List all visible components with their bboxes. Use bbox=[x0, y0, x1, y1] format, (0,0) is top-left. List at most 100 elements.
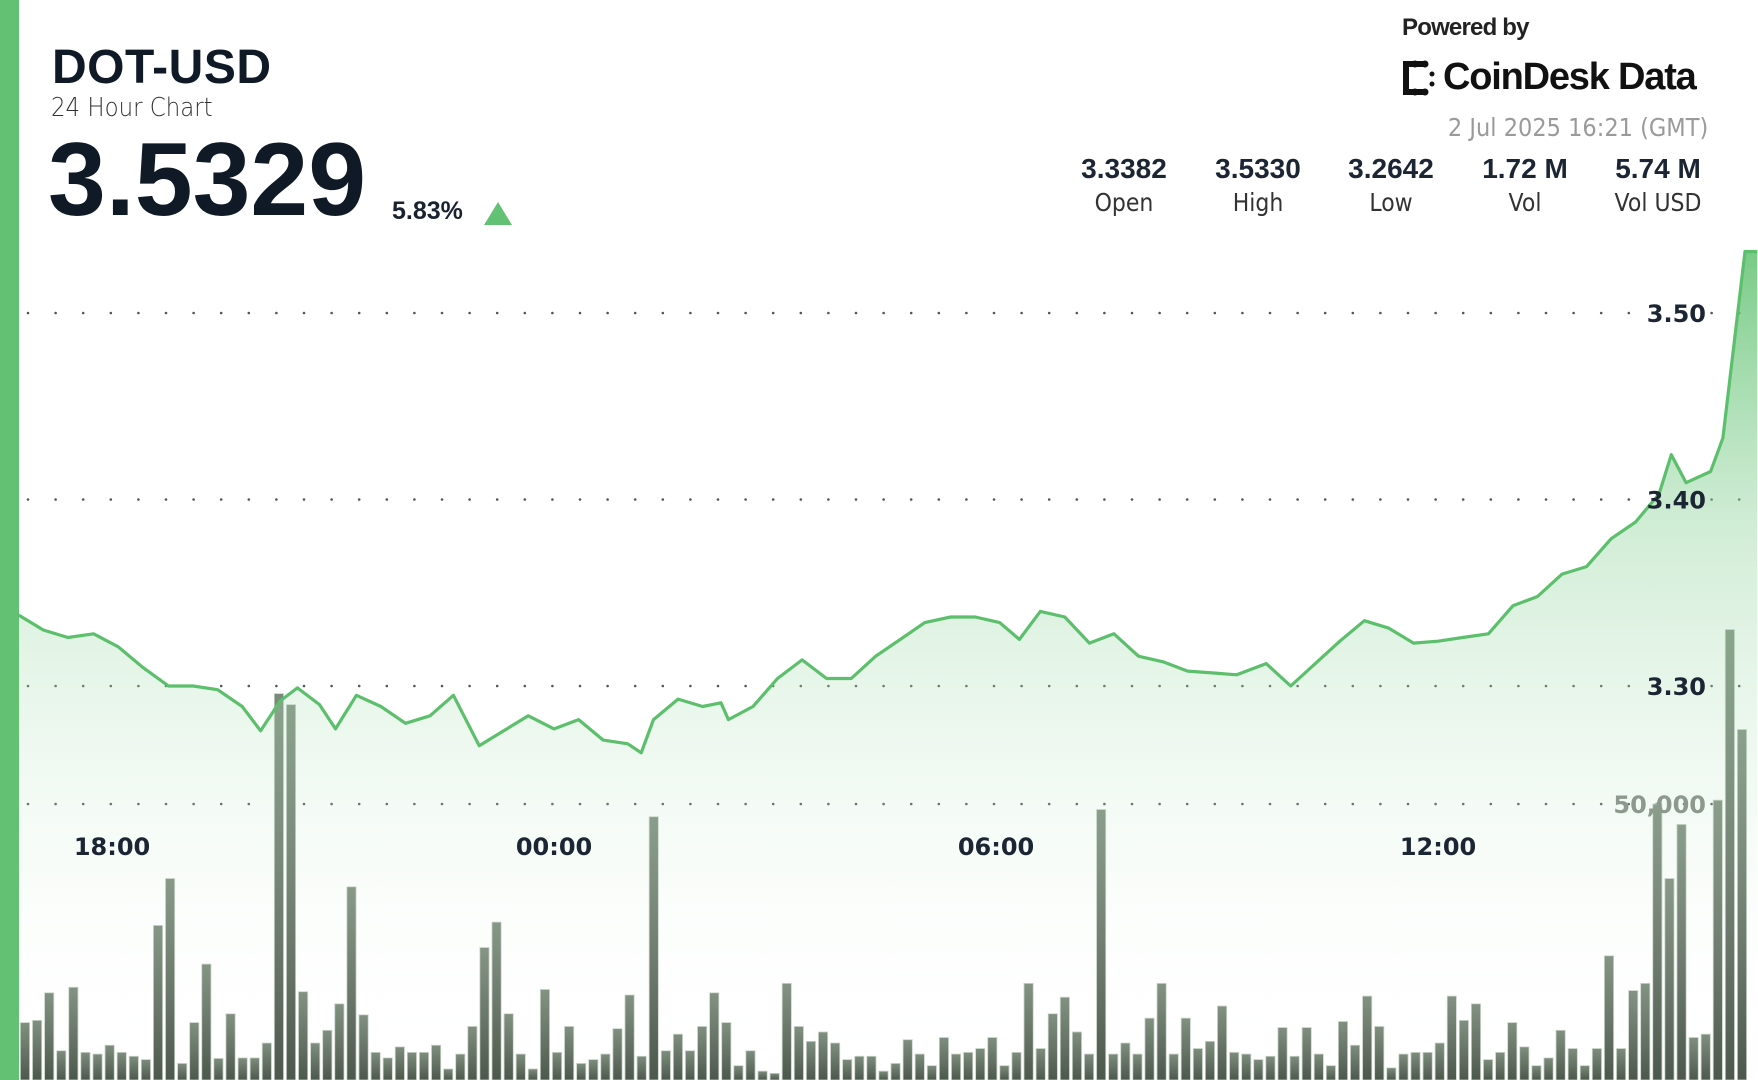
price-line bbox=[17, 249, 1758, 755]
grid-dot bbox=[219, 684, 223, 688]
grid-dot bbox=[137, 311, 140, 315]
grid-dot bbox=[578, 311, 582, 315]
grid-dot bbox=[909, 311, 913, 315]
grid-dot bbox=[219, 311, 223, 315]
grid-dot bbox=[1517, 311, 1520, 315]
grid-dot bbox=[882, 498, 885, 501]
grid-dot bbox=[1627, 311, 1631, 315]
grid-dot bbox=[1489, 498, 1493, 501]
grid-dot bbox=[1682, 311, 1686, 315]
coindesk-logo-icon bbox=[1403, 60, 1435, 95]
grid-dot bbox=[109, 498, 113, 501]
grid-dot bbox=[1655, 311, 1658, 315]
grid-dot bbox=[716, 498, 720, 501]
grid-dot bbox=[440, 311, 444, 315]
stat-high: 3.5330 High bbox=[1193, 152, 1323, 220]
grid-dot bbox=[330, 311, 333, 315]
stat-vol: 1.72 M Vol bbox=[1460, 152, 1590, 220]
grid-dot bbox=[1599, 311, 1603, 315]
grid-dot bbox=[1185, 311, 1189, 315]
grid-dot bbox=[1213, 498, 1217, 501]
grid-dot bbox=[1296, 311, 1299, 315]
grid-dot bbox=[192, 498, 195, 501]
grid-dot bbox=[413, 498, 416, 501]
grid-dot bbox=[1213, 311, 1217, 315]
grid-dot bbox=[1599, 498, 1603, 501]
grid-dot bbox=[1572, 311, 1575, 315]
grid-dot bbox=[937, 498, 941, 501]
grid-dot bbox=[606, 498, 609, 501]
grid-dot bbox=[661, 311, 665, 315]
grid-dot bbox=[771, 498, 775, 501]
grid-dot bbox=[302, 684, 306, 688]
stat-value: 1.72 M bbox=[1482, 153, 1568, 184]
stat-value: 5.74 M bbox=[1615, 153, 1701, 184]
grid-dot bbox=[1517, 498, 1520, 501]
grid-dot bbox=[523, 498, 527, 501]
grid-dot bbox=[1020, 498, 1023, 501]
grid-dot bbox=[771, 311, 775, 315]
grid-dot bbox=[578, 498, 582, 501]
grid-dot bbox=[247, 498, 251, 501]
grid-dot bbox=[81, 311, 85, 315]
grid-dot bbox=[1047, 311, 1051, 315]
grid-dot bbox=[275, 311, 278, 315]
grid-dot bbox=[523, 311, 527, 315]
grid-dot bbox=[799, 498, 803, 501]
stat-value: 3.3382 bbox=[1081, 153, 1167, 184]
grid-dot bbox=[81, 498, 85, 501]
accent-bar bbox=[0, 0, 19, 1080]
grid-dot bbox=[468, 498, 471, 501]
brand-logo: CoinDesk Data bbox=[1401, 56, 1697, 99]
triangle-up-icon bbox=[484, 202, 512, 225]
price-area-fill bbox=[18, 251, 1758, 1080]
grid-dot bbox=[551, 684, 554, 688]
grid-dot bbox=[495, 311, 499, 315]
x-tick-label: 06:00 bbox=[958, 833, 1034, 861]
grid-dot bbox=[1434, 311, 1437, 315]
grid-dot bbox=[1489, 311, 1493, 315]
grid-dot bbox=[1075, 498, 1079, 501]
grid-dot bbox=[799, 311, 803, 315]
grid-dot bbox=[551, 498, 554, 501]
grid-dot bbox=[1075, 311, 1079, 315]
x-tick-label: 12:00 bbox=[1400, 833, 1476, 861]
stat-label: Vol USD bbox=[1614, 188, 1702, 217]
grid-dot bbox=[468, 311, 471, 315]
grid-dot bbox=[164, 311, 168, 315]
grid-dot bbox=[689, 498, 692, 501]
grid-dot bbox=[1241, 498, 1244, 501]
grid-dot bbox=[1241, 311, 1244, 315]
stat-low: 3.2642 Low bbox=[1326, 152, 1456, 220]
grid-dot bbox=[1544, 311, 1548, 315]
grid-dot bbox=[440, 498, 444, 501]
y-tick-label: 3.40 bbox=[1647, 487, 1706, 515]
grid-dot bbox=[606, 311, 609, 315]
y-axis-labels: 3.30 3.40 3.50 50,000 bbox=[1613, 300, 1706, 819]
grid-dot bbox=[633, 684, 637, 688]
grid-dot bbox=[1103, 498, 1106, 501]
stat-label: Low bbox=[1369, 188, 1413, 217]
grid-dot bbox=[965, 498, 968, 501]
grid-dot bbox=[744, 498, 747, 501]
grid-dot bbox=[551, 311, 554, 315]
stat-open: 3.3382 Open bbox=[1059, 152, 1189, 220]
grid-dot bbox=[54, 311, 57, 315]
stat-vol-usd: 5.74 M Vol USD bbox=[1593, 152, 1723, 220]
y-tick-label: 3.50 bbox=[1647, 300, 1706, 328]
grid-dot bbox=[192, 311, 195, 315]
current-price: 3.5329 bbox=[48, 122, 367, 238]
grid-dot bbox=[247, 311, 251, 315]
grid-dot bbox=[330, 684, 333, 688]
powered-by-label: Powered by bbox=[1402, 14, 1530, 41]
grid-dot bbox=[1406, 498, 1410, 501]
grid-dot bbox=[1020, 311, 1023, 315]
brand-name: CoinDesk Data bbox=[1443, 56, 1697, 98]
stat-label: Open bbox=[1094, 188, 1154, 217]
grid-dot bbox=[1406, 311, 1410, 315]
grid-dot bbox=[1323, 311, 1327, 315]
grid-dot bbox=[578, 684, 582, 688]
grid-dot bbox=[26, 311, 30, 315]
grid-dot bbox=[275, 684, 278, 688]
grid-dot bbox=[357, 684, 361, 688]
